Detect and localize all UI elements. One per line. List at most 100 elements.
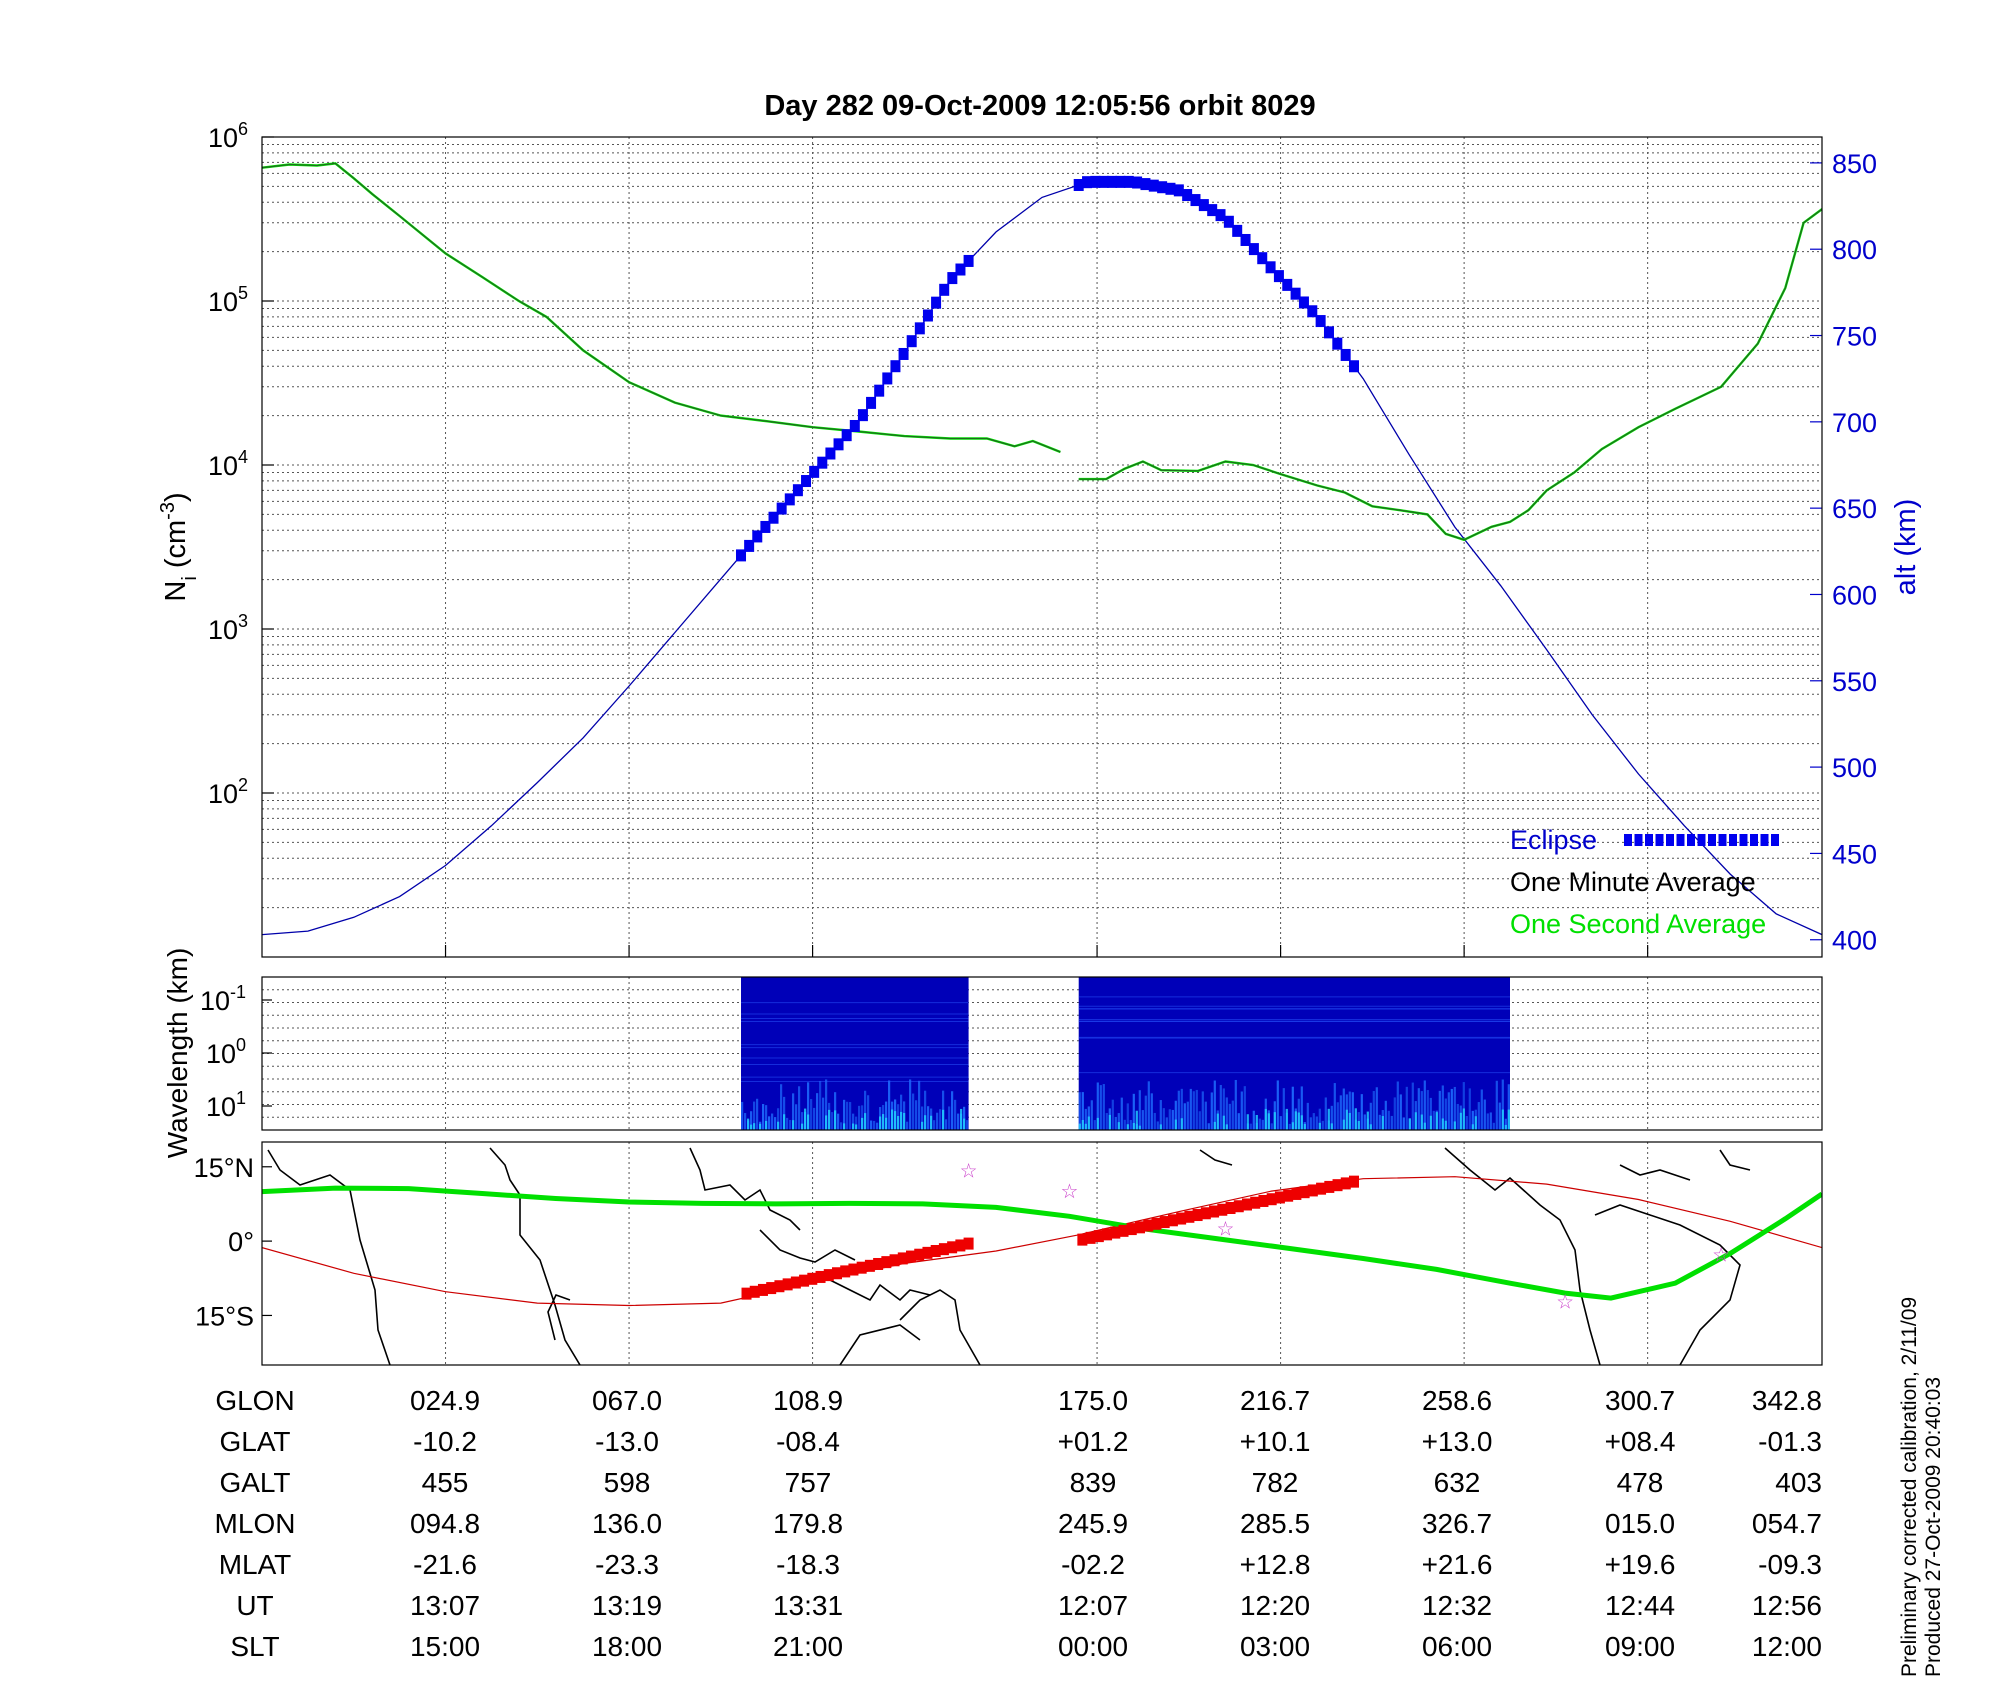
eclipse-track-marker: [815, 1270, 826, 1283]
alt-tick-label: 500: [1832, 753, 1877, 783]
eclipse-marker: [1282, 278, 1293, 291]
star-marker: ☆: [1712, 1245, 1730, 1267]
spectrogram-peak: [1216, 1113, 1219, 1130]
spectrogram-peak: [1471, 1124, 1474, 1130]
eclipse-track-marker: [1225, 1201, 1236, 1214]
table-cell: 757: [785, 1467, 832, 1498]
spectrogram-peak: [1267, 1113, 1270, 1130]
table-cell: 18:00: [592, 1631, 662, 1662]
spectrogram-column: [741, 1101, 744, 1130]
spectrogram-column: [1456, 1103, 1459, 1130]
eclipse-marker: [1315, 315, 1326, 328]
coastline: [489, 1147, 581, 1365]
legend-eclipse-square: [1739, 834, 1748, 846]
spectrogram-column: [1132, 1093, 1135, 1130]
eclipse-marker: [776, 502, 787, 515]
spectrogram-column: [945, 1119, 948, 1130]
spectrogram-grid: [262, 977, 1822, 1130]
eclipse-track-marker: [831, 1267, 842, 1280]
spectrogram-column: [861, 1105, 864, 1130]
spectrogram-column: [1468, 1088, 1471, 1130]
eclipse-marker: [939, 283, 950, 296]
eclipse-track-marker: [881, 1256, 892, 1269]
spectrogram-frame: [261, 976, 1823, 1131]
eclipse-track-marker: [1266, 1193, 1277, 1206]
eclipse-track-marker: [1217, 1203, 1228, 1216]
eclipse-marker: [1248, 243, 1259, 256]
spectrogram-peak: [1414, 1112, 1417, 1130]
spectrogram-column: [1363, 1114, 1366, 1130]
eclipse-marker: [841, 429, 852, 442]
spectrogram-peak: [855, 1124, 858, 1130]
spectrogram-peak: [1225, 1124, 1228, 1130]
eclipse-marker: [768, 511, 779, 524]
spectrogram-peak: [1429, 1115, 1432, 1130]
table-cell: 13:07: [410, 1590, 480, 1621]
spectrogram-column: [1252, 1110, 1255, 1130]
table-cell: 632: [1434, 1467, 1481, 1498]
spectrogram-peak: [1408, 1118, 1411, 1130]
legend-eclipse-square: [1687, 834, 1695, 846]
spectrogram-column: [1390, 1115, 1393, 1130]
spectrogram-peak: [1342, 1119, 1345, 1130]
spectrogram-column: [1174, 1100, 1177, 1130]
spectrogram-column: [762, 1104, 765, 1130]
spectrogram-peak: [1222, 1115, 1225, 1130]
spectrogram-peak: [1081, 1119, 1084, 1130]
spectrogram-peak: [765, 1120, 768, 1130]
spectrogram-column: [1441, 1085, 1444, 1130]
spectrogram-peak: [747, 1118, 750, 1130]
eclipse-track-marker: [1159, 1216, 1170, 1229]
eclipse-track-marker: [1085, 1231, 1096, 1244]
table-cell: 300.7: [1605, 1385, 1675, 1416]
spectrogram-column: [1201, 1091, 1204, 1130]
spectrogram-column: [1084, 1108, 1087, 1130]
spectrogram-column: [948, 1106, 951, 1130]
spectrogram-column: [1204, 1101, 1207, 1130]
spectrogram-peak: [1357, 1120, 1360, 1130]
spectrogram-column: [1105, 1113, 1108, 1130]
spectrogram-column: [915, 1100, 918, 1130]
spectrogram-block: [1078, 977, 1510, 1130]
spectrogram-peak: [1078, 1123, 1081, 1130]
spectrogram-column: [1249, 1123, 1252, 1130]
spectrogram-column: [1450, 1088, 1453, 1130]
spectrogram-column: [1288, 1123, 1291, 1130]
spectrogram-column: [1447, 1092, 1450, 1130]
eclipse-track-marker: [1102, 1228, 1113, 1241]
spectrogram-peak: [1462, 1108, 1465, 1130]
spectrogram-column: [1495, 1080, 1498, 1130]
eclipse-marker: [1165, 182, 1176, 195]
spectrogram-column: [1432, 1110, 1435, 1130]
spectrogram-column: [1162, 1108, 1165, 1130]
orbit-parameter-table: GLON GLAT GALT MLON MLAT UT SLT 024.9 -10.2 455 09…: [215, 1385, 1822, 1662]
spectrogram-block: [741, 977, 969, 1130]
spectrogram-peak: [861, 1117, 864, 1130]
spectrogram-column: [1492, 1122, 1495, 1130]
spectrogram-column: [1234, 1079, 1237, 1130]
alt-tick-label: 700: [1832, 408, 1877, 438]
spectrogram-column: [1384, 1100, 1387, 1130]
eclipse-track-marker: [774, 1280, 785, 1293]
legend-eclipse-square: [1697, 834, 1706, 846]
table-cell: 598: [604, 1467, 651, 1498]
table-cell: -18.3: [776, 1549, 840, 1580]
eclipse-track-marker: [1200, 1207, 1211, 1220]
spectrogram-peak: [1180, 1118, 1183, 1130]
table-cell: +19.6: [1605, 1549, 1676, 1580]
table-cell: 06:00: [1422, 1631, 1492, 1662]
alt-tick-label: 650: [1832, 494, 1877, 524]
eclipse-marker: [1132, 176, 1143, 189]
eclipse-marker: [898, 347, 909, 360]
coastline: [839, 1324, 921, 1365]
spectrogram-column: [798, 1086, 801, 1130]
orbit-map-panel: ☆ ☆ ☆ ☆ ☆ 15°N 0° 15°S: [194, 1141, 1823, 1366]
table-cell: 12:56: [1752, 1590, 1822, 1621]
spectrogram-column: [1333, 1083, 1336, 1130]
spectrogram-peak: [1291, 1122, 1294, 1130]
eclipse-track-marker: [889, 1254, 900, 1267]
spectrogram-column: [780, 1084, 783, 1130]
legend-second-label: One Second Average: [1510, 909, 1766, 939]
spectrogram-column: [789, 1119, 792, 1130]
